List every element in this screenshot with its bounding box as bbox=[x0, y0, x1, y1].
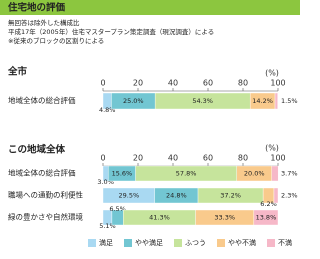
value-label: 20.0% bbox=[244, 170, 265, 178]
note: 平成17年（2005年）住宅マスタープラン策定調査（現況調査）による bbox=[8, 27, 214, 36]
x-tick-label: 80 bbox=[238, 154, 248, 163]
x-tick-label: 40 bbox=[168, 154, 178, 163]
category-label: 地域全体の総合評価 bbox=[8, 168, 76, 178]
section-title: この地域全体 bbox=[8, 144, 66, 156]
legend-swatch bbox=[267, 239, 275, 247]
legend-label: やや不満 bbox=[228, 239, 256, 247]
legend-swatch bbox=[217, 239, 225, 247]
x-tick-label: 0 bbox=[100, 79, 105, 88]
x-tick-label: 40 bbox=[168, 79, 178, 88]
x-tick-label: 0 bbox=[100, 154, 105, 163]
value-label: 54.3% bbox=[192, 97, 213, 105]
section-title: 全市 bbox=[7, 66, 28, 78]
x-tick-label: 80 bbox=[238, 79, 248, 88]
bar-segment bbox=[273, 187, 279, 204]
x-tick-label: 100 bbox=[270, 154, 285, 163]
legend-swatch bbox=[124, 239, 132, 247]
axis-unit: (%) bbox=[265, 144, 279, 153]
x-tick-label: 60 bbox=[203, 154, 213, 163]
note: 無回答は除外した構成比 bbox=[8, 18, 80, 27]
value-label: 37.2% bbox=[220, 192, 241, 200]
value-label: 29.5% bbox=[118, 192, 139, 200]
x-tick-label: 20 bbox=[133, 79, 143, 88]
category-label: 緑の豊かさや自然環境 bbox=[8, 212, 83, 222]
bar-segment bbox=[253, 209, 279, 226]
legend-label: ふつう bbox=[185, 239, 206, 247]
value-label: 3.0% bbox=[97, 178, 114, 186]
category-label: 地域全体の総合評価 bbox=[8, 95, 76, 105]
x-tick-label: 20 bbox=[133, 154, 143, 163]
category-label: 職場への通勤の利便性 bbox=[8, 190, 83, 200]
legend-label: 満足 bbox=[99, 239, 113, 247]
value-label: 41.3% bbox=[149, 214, 170, 222]
value-label: 57.8% bbox=[176, 170, 197, 178]
value-label: 6.2% bbox=[260, 200, 277, 208]
page: 住宅地の評価 無回答は除外した構成比 平成17年（2005年）住宅マスタープラン… bbox=[0, 0, 300, 247]
note: ※従来のブロックの区割りによる bbox=[8, 36, 104, 45]
value-label: 24.8% bbox=[166, 192, 187, 200]
value-label: 3.7% bbox=[281, 170, 298, 178]
legend-swatch bbox=[88, 239, 96, 247]
axis-unit: (%) bbox=[265, 69, 279, 78]
header-title: 住宅地の評価 bbox=[8, 2, 66, 14]
x-tick-label: 100 bbox=[270, 79, 285, 88]
value-label: 5.1% bbox=[99, 222, 116, 230]
value-label: 14.2% bbox=[252, 97, 273, 105]
value-label: 15.6% bbox=[112, 170, 133, 178]
bar-segment bbox=[274, 92, 278, 110]
legend-label: 不満 bbox=[278, 239, 292, 247]
header-bar bbox=[0, 0, 300, 15]
x-tick-label: 60 bbox=[203, 79, 213, 88]
legend-swatch bbox=[174, 239, 182, 247]
value-label: 2.3% bbox=[281, 192, 298, 200]
bar-segment bbox=[271, 165, 279, 182]
value-label: 33.3% bbox=[214, 214, 235, 222]
value-label: 13.8% bbox=[256, 214, 277, 222]
value-label: 4.8% bbox=[99, 106, 116, 114]
value-label: 6.5% bbox=[109, 205, 126, 213]
value-label: 25.0% bbox=[123, 97, 144, 105]
legend-label: やや満足 bbox=[135, 239, 163, 247]
value-label: 1.5% bbox=[281, 97, 298, 105]
